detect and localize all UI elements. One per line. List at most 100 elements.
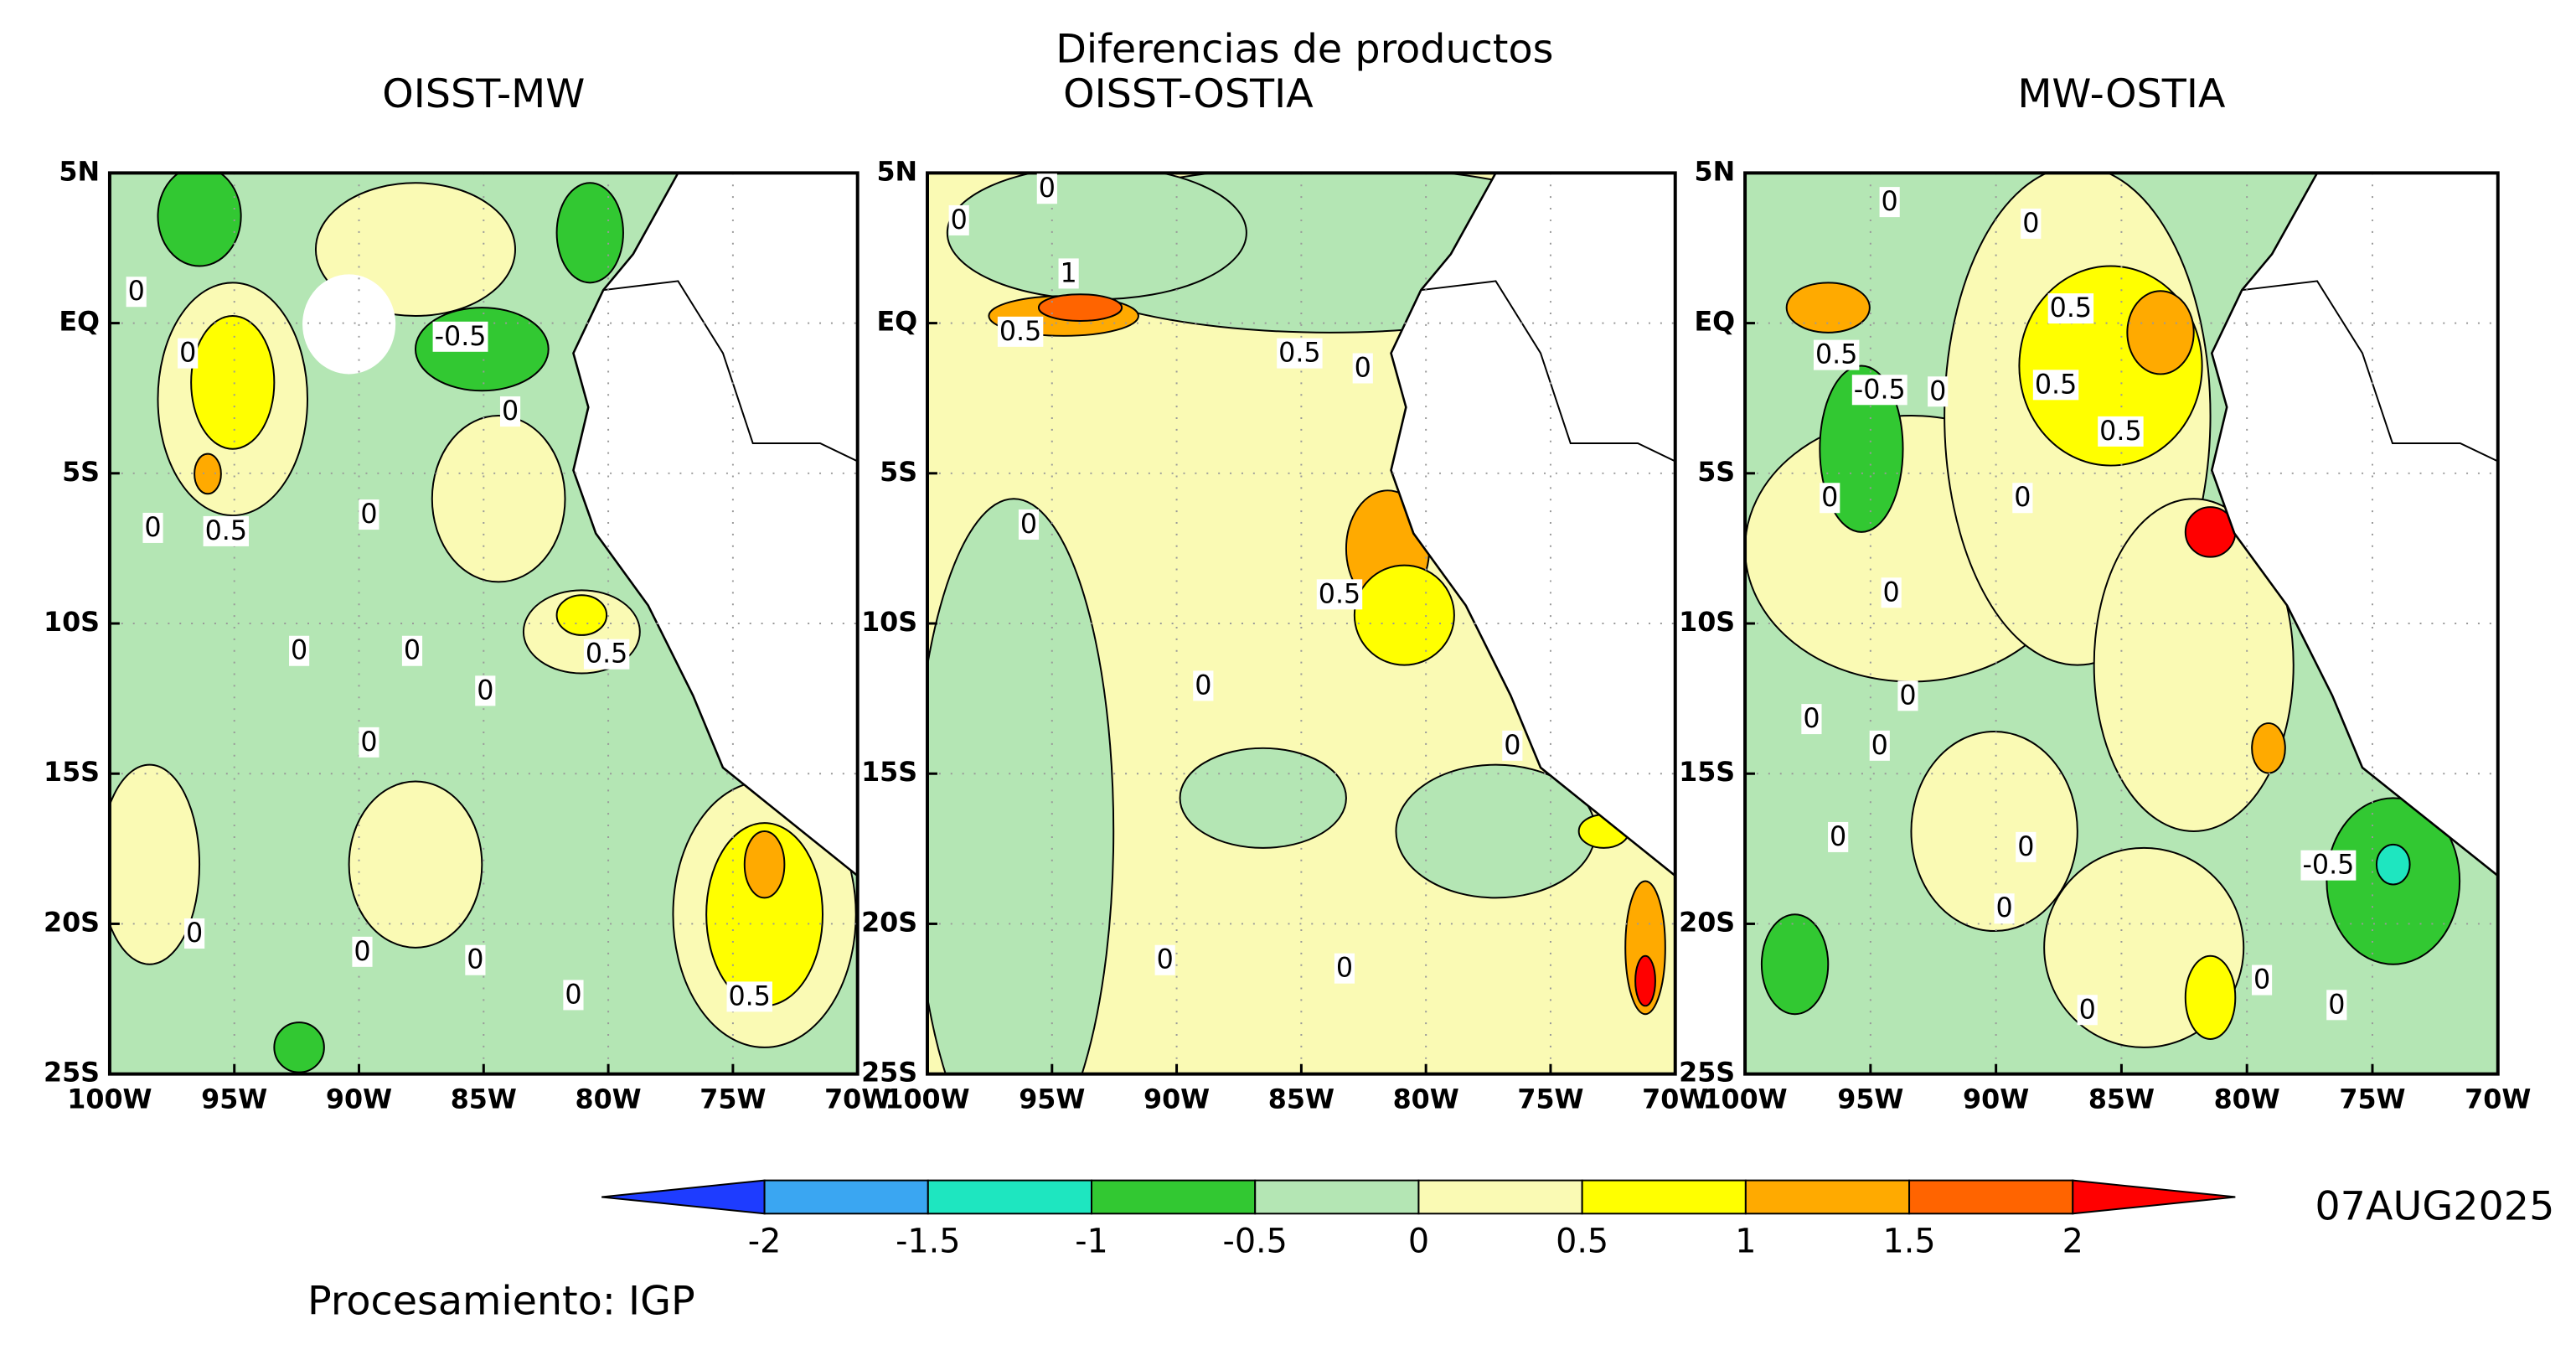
lat-label: 20S	[1679, 908, 1735, 938]
lat-label: 10S	[861, 608, 917, 638]
contour-label-bg	[2016, 831, 2037, 862]
contour-label: 0.5	[2099, 416, 2141, 447]
lon-label: 85W	[1268, 1084, 1334, 1115]
field-area	[2375, 843, 2411, 886]
contour-label-bg	[2326, 990, 2347, 1021]
field-area	[1353, 564, 1455, 666]
contour-label: 0.5	[205, 516, 247, 546]
contour-label: 0	[186, 918, 203, 949]
contour-label-bg	[997, 316, 1044, 347]
lon-label: 70W	[1642, 1084, 1708, 1115]
contour-label: 0	[477, 675, 493, 706]
field-area	[1785, 282, 1871, 334]
field-area	[1037, 293, 1123, 322]
contour-label-bg	[1928, 376, 1949, 407]
lon-label: 75W	[699, 1084, 766, 1115]
lon-label: 100W	[885, 1084, 969, 1115]
land	[1391, 173, 1675, 877]
lat-label: 5S	[880, 458, 917, 488]
contour-label: 0	[951, 205, 968, 235]
lat-label: 20S	[861, 908, 917, 938]
contour-label-bg	[1851, 375, 1907, 406]
lon-label: 95W	[1019, 1084, 1085, 1115]
lat-label: 25S	[1679, 1058, 1735, 1089]
contour-label: -0.5	[435, 322, 487, 352]
map-panel	[109, 173, 858, 1074]
contour-label: 0	[354, 937, 370, 967]
colorbar-segment	[763, 1179, 929, 1215]
lat-label: 5N	[1695, 157, 1736, 187]
lon-label: 95W	[201, 1084, 267, 1115]
field-area	[2184, 954, 2237, 1040]
lon-label: 100W	[67, 1084, 152, 1115]
contour-label-bg	[2047, 293, 2094, 324]
lat-label: 15S	[1679, 758, 1735, 788]
lon-label: 75W	[2339, 1084, 2405, 1115]
lon-label: 80W	[2214, 1084, 2280, 1115]
contour-label-bg	[142, 512, 163, 543]
contour-label: 0	[1821, 483, 1838, 513]
lat-label: 25S	[44, 1058, 100, 1089]
contour-label: 0	[1195, 670, 1211, 701]
contour-label: 0	[1883, 577, 1900, 608]
lat-label: 15S	[861, 758, 917, 788]
contour-label-bg	[1820, 483, 1840, 514]
land	[573, 173, 858, 877]
field-area	[1179, 747, 1347, 849]
contour-label: 0.5	[999, 317, 1041, 347]
map-panel	[1745, 173, 2498, 1074]
lat-label: 10S	[44, 608, 100, 638]
contour-label: 0	[1157, 945, 1174, 975]
contour-label-bg	[1058, 258, 1079, 289]
contour-label-bg	[359, 499, 379, 530]
contour-label-bg	[499, 396, 521, 427]
panel-title: MW-OSTIA	[2017, 71, 2226, 117]
contour-label-bg	[1813, 339, 1860, 370]
contour-label: 0	[360, 727, 377, 758]
lon-label: 90W	[1143, 1084, 1210, 1115]
colorbar-label: -1	[1075, 1223, 1108, 1261]
contour-label-bg	[475, 675, 496, 706]
field-area	[109, 763, 201, 965]
contour-label-bg	[1334, 953, 1355, 984]
lon-label: 100W	[1702, 1084, 1787, 1115]
border	[1421, 280, 1675, 463]
contour-label-bg	[178, 338, 199, 369]
lat-label: 15S	[44, 758, 100, 788]
contour-label-bg	[1879, 187, 1900, 218]
field-area	[1634, 954, 1656, 1007]
field-area	[2251, 722, 2286, 774]
lat-label: 5N	[59, 157, 100, 187]
contour-label-bg	[1154, 944, 1175, 975]
lat-label: EQ	[1695, 308, 1736, 338]
contour-label: 0	[1995, 893, 2012, 923]
contour-label-bg	[1881, 577, 1902, 608]
lon-label: 80W	[576, 1084, 642, 1115]
colorbar-segment	[1744, 1179, 1911, 1215]
contour-label: -0.5	[1854, 375, 1906, 405]
field-area	[273, 1021, 325, 1073]
lat-label: EQ	[59, 308, 100, 338]
contour-label-bg	[1193, 670, 1214, 701]
contour-label-bg	[352, 936, 373, 967]
contour-label: 1	[1061, 258, 1077, 288]
colorbar-over	[2072, 1179, 2236, 1215]
field-area	[2093, 498, 2295, 832]
contour-label-bg	[2032, 370, 2079, 401]
contour-label: 0	[404, 636, 421, 666]
contour-label: 0	[1336, 954, 1353, 984]
field-area	[194, 453, 222, 495]
field-area	[190, 315, 276, 450]
lat-label: 5N	[876, 157, 917, 187]
contour-label-bg	[948, 204, 969, 235]
contour-label: 0	[2253, 965, 2270, 996]
contour-label-bg	[184, 918, 205, 949]
lon-label: 90W	[1963, 1084, 2029, 1115]
lat-label: EQ	[876, 308, 917, 338]
contour-label-bg	[1277, 338, 1323, 369]
contour-label: 0	[2017, 832, 2034, 862]
contour-label: 0.5	[1319, 579, 1360, 609]
contour-label-bg	[1316, 579, 1363, 610]
lat-label: 10S	[1679, 608, 1735, 638]
